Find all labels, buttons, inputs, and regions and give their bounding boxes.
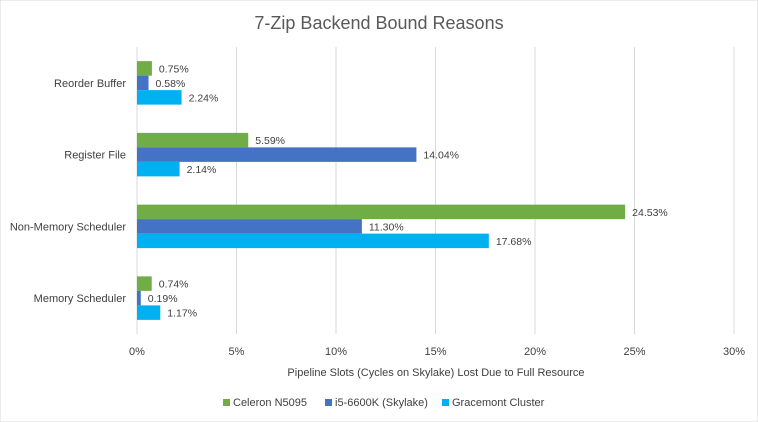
x-tick-label: 30% — [723, 346, 745, 358]
data-label: 5.59% — [255, 135, 285, 147]
bar — [137, 147, 417, 162]
data-label: 1.17% — [167, 308, 197, 320]
x-tick-labels: 0% 5% 10% 15% 20% 25% 30% — [129, 346, 745, 358]
bar — [137, 132, 249, 148]
bar — [137, 233, 489, 249]
x-tick-label: 25% — [623, 346, 645, 358]
data-label: 0.75% — [159, 63, 189, 75]
legend-label: Gracemont Cluster — [452, 397, 545, 409]
legend-swatch — [325, 399, 332, 406]
data-label: 11.30% — [369, 221, 404, 233]
category-label: Memory Scheduler — [34, 293, 127, 305]
bars — [137, 61, 626, 320]
x-tick-label: 10% — [325, 346, 347, 358]
data-label: 14.04% — [423, 150, 459, 162]
data-label: 17.68% — [496, 236, 532, 248]
bar — [137, 61, 152, 76]
bar — [137, 75, 149, 91]
x-axis-label: Pipeline Slots (Cycles on Skylake) Lost … — [287, 367, 584, 379]
x-tick-label: 5% — [229, 346, 245, 358]
bar — [137, 90, 182, 105]
bar — [137, 219, 362, 234]
data-label: 0.58% — [156, 78, 186, 90]
data-label: 2.24% — [189, 92, 219, 104]
category-labels: Reorder Buffer Register File Non-Memory Sc… — [10, 78, 126, 305]
x-tick-label: 0% — [129, 346, 145, 358]
data-label: 0.19% — [148, 293, 178, 305]
legend-label: Celeron N5095 — [233, 397, 307, 409]
legend-swatch — [442, 399, 449, 406]
bar — [137, 276, 152, 291]
bar — [137, 161, 180, 177]
data-label: 0.74% — [159, 279, 189, 291]
legend: Celeron N5095 i5-6600K (Skylake) Gracemont… — [223, 397, 545, 409]
data-label: 24.53% — [632, 207, 668, 219]
x-tick-label: 20% — [524, 346, 546, 358]
category-label: Reorder Buffer — [54, 78, 126, 90]
bar — [137, 305, 161, 320]
category-label: Register File — [64, 150, 126, 162]
legend-swatch — [223, 399, 230, 406]
data-label: 2.14% — [187, 164, 217, 176]
bar — [137, 290, 141, 306]
x-tick-label: 15% — [424, 346, 446, 358]
data-labels: 0.75% 0.58%2.24% 5.59% 14.04% 2.14% 24.53% 11.… — [148, 63, 668, 319]
bar — [137, 204, 626, 220]
category-label: Non-Memory Scheduler — [10, 221, 126, 233]
legend-label: i5-6600K (Skylake) — [335, 397, 428, 409]
chart-title: 7-Zip Backend Bound Reasons — [254, 13, 503, 33]
